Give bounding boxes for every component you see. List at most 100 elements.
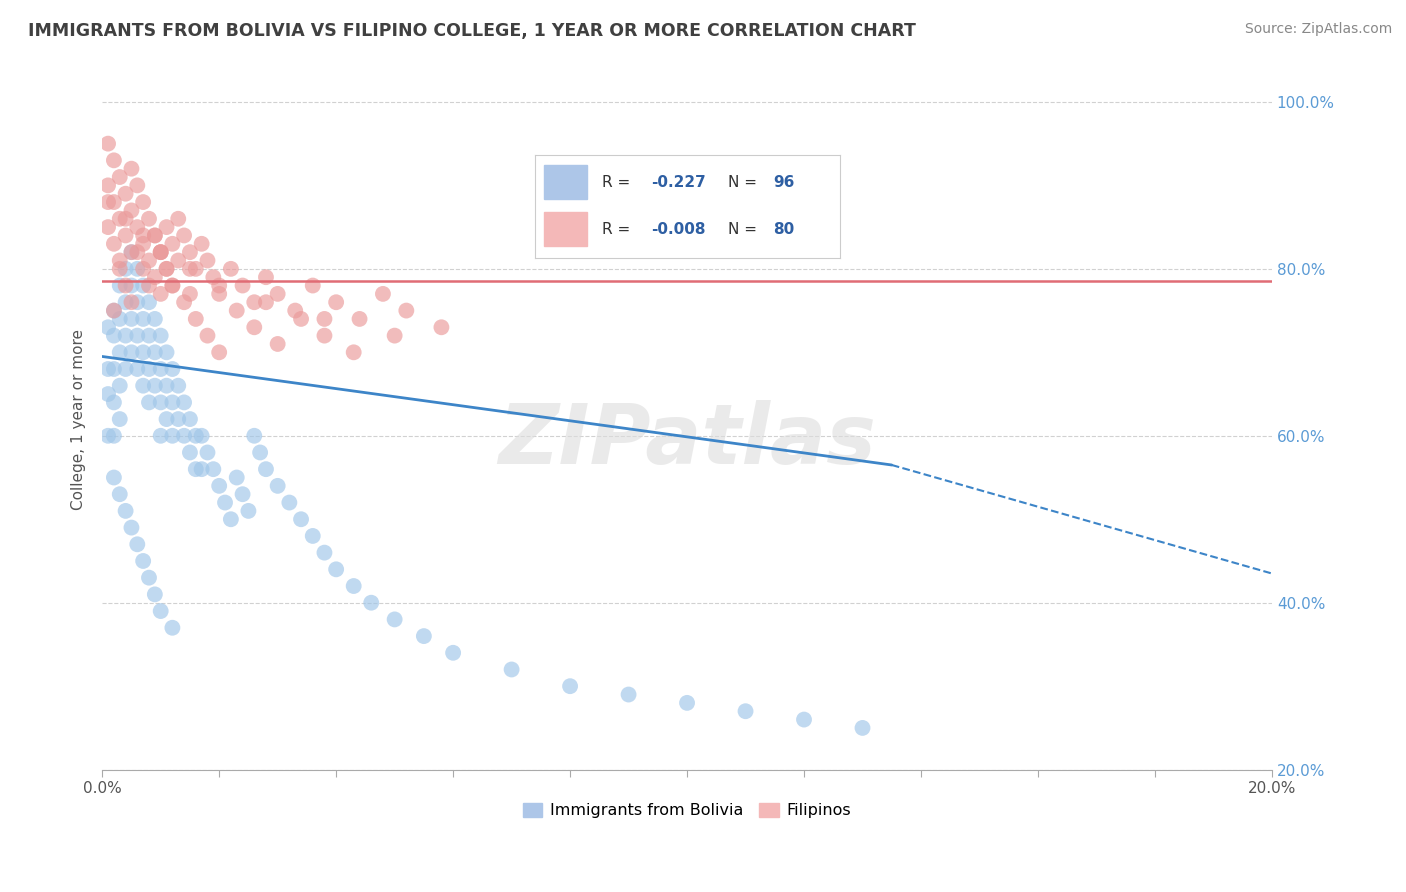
Point — [114, 261, 136, 276]
Point — [97, 220, 120, 235]
Point — [184, 462, 207, 476]
Point — [114, 328, 136, 343]
Point — [501, 663, 523, 677]
Point — [114, 211, 136, 226]
Point — [132, 345, 155, 359]
Point — [155, 261, 177, 276]
Point — [219, 512, 242, 526]
Text: 96: 96 — [773, 176, 794, 190]
Point — [97, 429, 120, 443]
Point — [301, 529, 323, 543]
Point — [325, 562, 347, 576]
Point — [132, 554, 155, 568]
Point — [266, 337, 288, 351]
Point — [325, 295, 347, 310]
Point — [249, 445, 271, 459]
Point — [149, 395, 172, 409]
Point — [97, 362, 120, 376]
Point — [197, 445, 219, 459]
Point — [97, 178, 120, 193]
Point — [384, 612, 406, 626]
Point — [225, 303, 247, 318]
Point — [155, 220, 177, 235]
Point — [132, 228, 155, 243]
Legend: Immigrants from Bolivia, Filipinos: Immigrants from Bolivia, Filipinos — [516, 797, 858, 825]
Point — [167, 378, 190, 392]
Point — [184, 261, 207, 276]
Point — [617, 688, 640, 702]
Point — [167, 412, 190, 426]
Point — [343, 579, 366, 593]
Point — [120, 520, 142, 534]
Point — [162, 621, 184, 635]
Point — [143, 228, 166, 243]
Point — [108, 312, 131, 326]
Point — [138, 253, 160, 268]
Point — [132, 312, 155, 326]
Point — [103, 153, 125, 168]
Point — [103, 303, 125, 318]
Text: N =: N = — [727, 176, 762, 190]
Point — [143, 378, 166, 392]
Point — [143, 312, 166, 326]
Point — [143, 345, 166, 359]
Point — [173, 228, 195, 243]
Point — [278, 495, 301, 509]
Point — [232, 487, 254, 501]
Text: 80: 80 — [773, 222, 794, 236]
Text: R =: R = — [602, 222, 636, 236]
Point — [162, 278, 184, 293]
FancyBboxPatch shape — [544, 211, 588, 246]
Text: ZIPatlas: ZIPatlas — [498, 400, 876, 481]
Point — [155, 345, 177, 359]
Point — [243, 429, 266, 443]
Point — [208, 278, 231, 293]
Point — [114, 362, 136, 376]
Point — [149, 245, 172, 260]
Point — [108, 487, 131, 501]
Point — [127, 537, 149, 551]
Point — [179, 261, 201, 276]
Point — [114, 228, 136, 243]
Point — [208, 286, 231, 301]
Point — [97, 320, 120, 334]
Text: N =: N = — [727, 222, 762, 236]
Point — [143, 228, 166, 243]
Point — [254, 462, 277, 476]
Point — [97, 387, 120, 401]
Point — [314, 328, 336, 343]
Point — [114, 504, 136, 518]
Text: R =: R = — [602, 176, 636, 190]
Point — [120, 245, 142, 260]
Point — [371, 286, 394, 301]
Point — [676, 696, 699, 710]
Point — [103, 195, 125, 210]
Point — [114, 278, 136, 293]
Point — [190, 462, 212, 476]
Point — [254, 295, 277, 310]
Point — [108, 412, 131, 426]
Point — [214, 495, 236, 509]
Point — [254, 270, 277, 285]
Point — [120, 278, 142, 293]
Point — [384, 328, 406, 343]
Point — [179, 445, 201, 459]
Point — [127, 328, 149, 343]
Point — [173, 295, 195, 310]
Text: Source: ZipAtlas.com: Source: ZipAtlas.com — [1244, 22, 1392, 37]
Point — [108, 253, 131, 268]
Point — [179, 245, 201, 260]
Point — [149, 328, 172, 343]
Point — [103, 429, 125, 443]
Point — [149, 362, 172, 376]
Point — [238, 504, 260, 518]
Point — [132, 261, 155, 276]
Point — [97, 195, 120, 210]
Point — [441, 646, 464, 660]
Text: -0.227: -0.227 — [651, 176, 706, 190]
Point — [103, 395, 125, 409]
Point — [734, 704, 756, 718]
Point — [219, 261, 242, 276]
Point — [108, 211, 131, 226]
Point — [103, 328, 125, 343]
